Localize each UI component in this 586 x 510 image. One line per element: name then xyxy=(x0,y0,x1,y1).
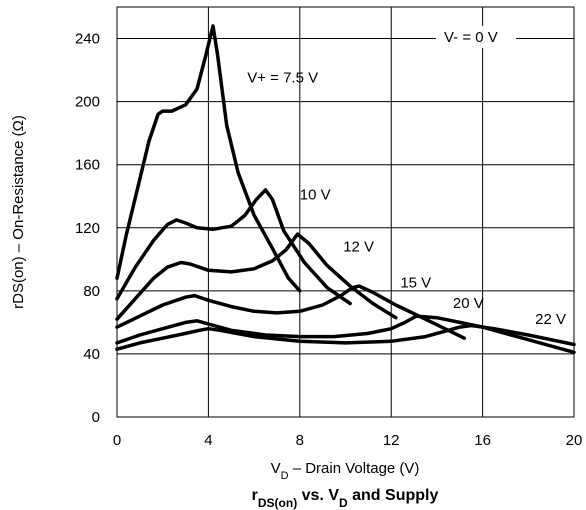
y-tick-label-5: 200 xyxy=(75,94,100,111)
series-line-5 xyxy=(115,323,576,351)
y-tick-label-6: 240 xyxy=(75,31,100,48)
y-axis-label: rDS(on) – On-Resistance (Ω) xyxy=(10,115,27,309)
series-line-3 xyxy=(115,284,467,340)
y-tick-label-3: 120 xyxy=(75,220,100,237)
y-tick-label-1: 40 xyxy=(83,346,100,363)
legend-note-text: V- = 0 V xyxy=(444,29,498,46)
x-tick-label-3: 12 xyxy=(383,432,400,449)
series-line-1 xyxy=(115,188,352,306)
x-tick-label-1: 4 xyxy=(204,432,212,449)
series-line-0 xyxy=(115,24,302,293)
series-label-3: 15 V xyxy=(400,275,431,292)
x-axis-label: VD – Drain Voltage (V) xyxy=(271,460,420,482)
chart-title: rDS(on) vs. VD and Supply xyxy=(252,487,439,510)
plot-frame xyxy=(116,6,575,418)
y-tick-label-4: 160 xyxy=(75,157,100,174)
series-line-2 xyxy=(115,232,398,321)
series-label-1: 10 V xyxy=(300,186,331,203)
curves xyxy=(115,24,576,355)
annotations: V+ = 7.5 V 10 V 12 V 15 V 20 V 22 V xyxy=(247,70,566,328)
grid xyxy=(117,7,574,417)
series-label-4: 20 V xyxy=(453,295,484,312)
x-tick-label-0: 0 xyxy=(113,432,121,449)
series-label-0: V+ = 7.5 V xyxy=(247,70,318,87)
y-tick-label-0: 0 xyxy=(92,409,100,426)
x-tick-labels: 0 4 8 12 16 20 xyxy=(113,432,583,449)
y-tick-label-2: 80 xyxy=(83,283,100,300)
x-tick-label-4: 16 xyxy=(474,432,491,449)
series-label-5: 22 V xyxy=(535,311,566,328)
legend-note: V- = 0 V xyxy=(436,26,516,48)
series-label-2: 12 V xyxy=(343,238,374,255)
x-tick-label-2: 8 xyxy=(296,432,304,449)
x-tick-label-5: 20 xyxy=(566,432,583,449)
y-tick-labels: 0 40 80 120 160 200 240 xyxy=(75,31,100,426)
